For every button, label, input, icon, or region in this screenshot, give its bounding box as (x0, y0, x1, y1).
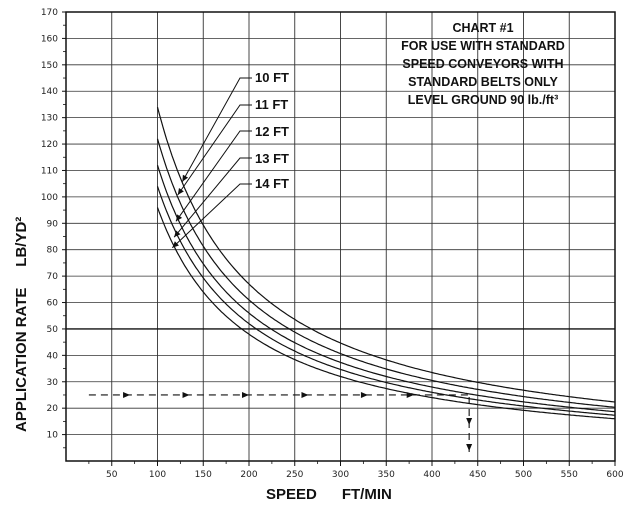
y-tick-label: 170 (41, 8, 58, 18)
curve-label-12ft: 12 FT (255, 124, 289, 139)
x-tick-label: 50 (106, 470, 118, 480)
y-axis-title: APPLICATION RATE LB/YD² (13, 217, 30, 432)
grid (62, 11, 616, 466)
tick-labels: 50 100 150 200 250 300 350 400 450 500 550 600 10 20 3… (41, 8, 624, 480)
y-tick-label: 90 (47, 219, 59, 229)
title-line-1: CHART #1 (452, 21, 513, 35)
example-right-arrow (360, 391, 368, 398)
example-path (88, 391, 474, 453)
x-tick-label: 100 (149, 470, 166, 480)
leader-11ft (177, 104, 252, 196)
leader-13ft (173, 157, 252, 238)
y-tick-label: 10 (47, 431, 59, 441)
example-right-arrow (242, 391, 249, 398)
title-line-4: STANDARD BELTS ONLY (408, 75, 558, 89)
y-tick-label: 20 (47, 404, 59, 414)
example-right-arrow (123, 391, 131, 398)
y-tick-label: 110 (41, 166, 58, 176)
y-tick-label: 80 (47, 246, 59, 256)
curve-11ft (156, 138, 616, 408)
curve-14ft (156, 207, 616, 420)
y-tick-label: 100 (41, 193, 58, 203)
y-tick-label: 160 (41, 34, 58, 44)
leader-arrowhead (175, 214, 183, 222)
leader-14ft (171, 183, 252, 249)
chart-title-block: CHART #1 FOR USE WITH STANDARD SPEED CON… (401, 21, 565, 107)
label-leaders (171, 77, 252, 249)
x-axis-title: SPEED FT/MIN (266, 486, 392, 503)
x-tick-label: 600 (606, 470, 623, 480)
y-tick-label: 150 (41, 61, 58, 71)
leader-arrowhead (177, 187, 184, 195)
y-tick-label: 30 (47, 378, 59, 388)
title-line-5: LEVEL GROUND 90 lb./ft³ (408, 93, 558, 107)
curve-label-13ft: 13 FT (255, 151, 289, 166)
example-right-arrow (301, 391, 309, 398)
curve-10ft (156, 106, 616, 403)
y-tick-label: 70 (47, 272, 59, 282)
y-tick-label: 60 (47, 299, 59, 309)
x-tick-label: 500 (515, 470, 532, 480)
plot-frame (65, 11, 616, 462)
curve-12ft (156, 165, 616, 413)
y-tick-label: 120 (41, 140, 58, 150)
curves (156, 106, 616, 420)
x-tick-label: 150 (195, 470, 212, 480)
example-right-arrow (182, 391, 190, 398)
leader-arrowhead (174, 230, 181, 238)
x-tick-label: 350 (378, 470, 395, 480)
curve-label-14ft: 14 FT (255, 176, 289, 191)
curve-label-10ft: 10 FT (255, 70, 289, 85)
x-tick-label: 250 (286, 470, 303, 480)
example-right-arrow (406, 391, 414, 398)
leader-arrowhead (172, 241, 179, 248)
leader-12ft (175, 130, 252, 222)
y-tick-label: 40 (47, 351, 59, 361)
y-tick-label: 130 (41, 114, 58, 124)
x-tick-label: 200 (240, 470, 257, 480)
x-tick-label: 450 (469, 470, 486, 480)
title-line-3: SPEED CONVEYORS WITH (402, 57, 563, 71)
example-down-arrow (466, 444, 473, 451)
curve-label-11ft: 11 FT (255, 97, 288, 112)
curve-labels: 10 FT 11 FT 12 FT 13 FT 14 FT (255, 70, 289, 191)
x-tick-label: 550 (561, 470, 578, 480)
x-tick-label: 300 (332, 470, 349, 480)
title-line-2: FOR USE WITH STANDARD (401, 39, 565, 53)
leader-arrowhead (182, 174, 189, 182)
y-tick-label: 50 (47, 325, 59, 335)
leader-10ft (181, 77, 252, 182)
x-tick-label: 400 (423, 470, 440, 480)
y-tick-label: 140 (41, 87, 58, 97)
curve-13ft (156, 186, 616, 416)
example-down-arrow (466, 417, 473, 425)
